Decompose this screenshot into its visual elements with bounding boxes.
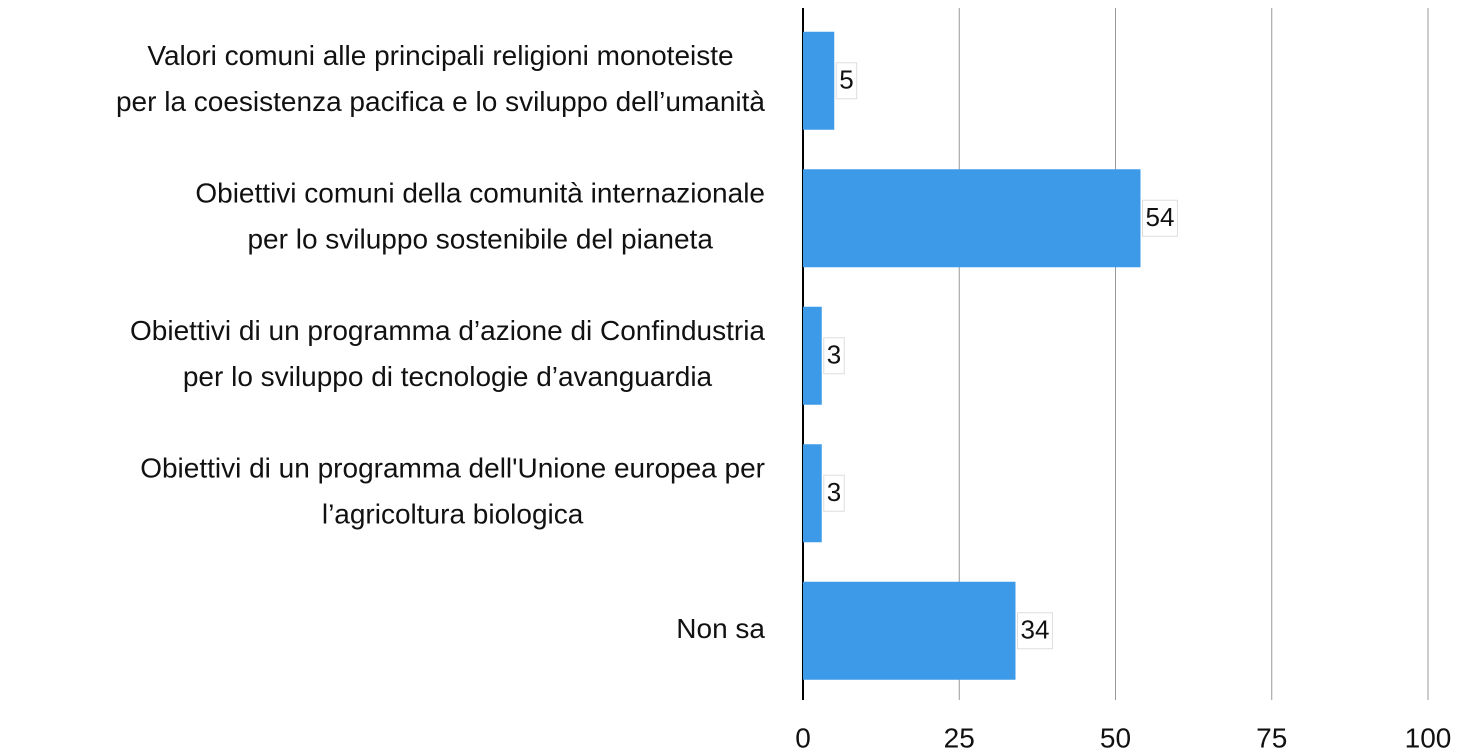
category-label: Valori comuni alle principali religioni …	[116, 40, 765, 117]
bar	[803, 581, 1016, 680]
x-tick-label: 0	[795, 722, 811, 753]
category-label-line: per la coesistenza pacifica e lo svilupp…	[116, 86, 765, 117]
category-label-line: Valori comuni alle principali religioni …	[147, 40, 733, 71]
value-label-box	[1017, 612, 1053, 650]
bar	[803, 444, 822, 543]
bar	[803, 31, 835, 130]
x-tick-label: 50	[1100, 722, 1131, 753]
value-label-box	[1142, 199, 1178, 237]
category-label: Obiettivi di un programma d’azione di Co…	[130, 315, 765, 392]
value-label: 34	[1021, 615, 1050, 645]
value-label-group: 5	[835, 62, 858, 100]
value-label: 3	[827, 477, 841, 507]
value-label: 5	[839, 65, 853, 95]
value-label-box	[823, 337, 845, 375]
bar	[803, 306, 822, 405]
value-label-group: 3	[823, 337, 845, 375]
x-tick-label: 75	[1256, 722, 1287, 753]
x-tick-label: 25	[944, 722, 975, 753]
category-label: Obiettivi comuni della comunità internaz…	[195, 178, 765, 255]
category-label-line: Obiettivi di un programma dell'Unione eu…	[140, 453, 765, 484]
value-label: 3	[827, 340, 841, 370]
category-label-line: Obiettivi di un programma d’azione di Co…	[130, 315, 765, 346]
value-label-box	[835, 62, 858, 100]
value-label-group: 34	[1017, 612, 1053, 650]
category-label-line: Obiettivi comuni della comunità internaz…	[195, 178, 765, 209]
x-tick-label: 100	[1405, 722, 1452, 753]
category-label: Obiettivi di un programma dell'Unione eu…	[140, 453, 765, 530]
value-label: 54	[1146, 202, 1175, 232]
category-label-line: per lo sviluppo sostenibile del pianeta	[247, 224, 713, 255]
value-label-group: 3	[823, 474, 845, 512]
value-label-box	[823, 474, 845, 512]
category-label-line: per lo sviluppo di tecnologie d’avanguar…	[183, 361, 713, 392]
category-label: Non sa	[676, 613, 765, 644]
category-label-line: l’agricoltura biologica	[322, 499, 584, 530]
value-label-group: 54	[1142, 199, 1178, 237]
bar	[803, 169, 1141, 268]
